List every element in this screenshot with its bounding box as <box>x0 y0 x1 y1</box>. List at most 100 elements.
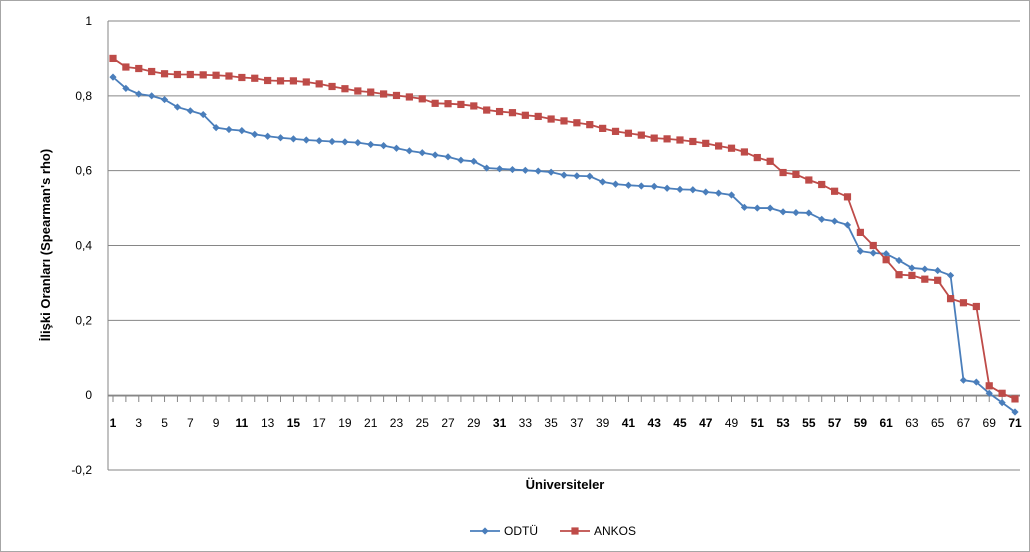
x-tick-label: 45 <box>673 416 687 430</box>
data-point <box>921 265 929 273</box>
data-point <box>934 276 942 284</box>
data-point <box>663 184 671 192</box>
legend-label: ANKOS <box>594 524 636 538</box>
data-point <box>341 85 349 93</box>
data-point <box>676 136 684 144</box>
data-point <box>199 71 207 79</box>
data-point <box>1011 408 1019 416</box>
x-tick-label: 47 <box>699 416 713 430</box>
data-point <box>727 191 736 199</box>
data-point <box>470 102 478 110</box>
data-point <box>869 249 877 257</box>
data-point <box>225 125 233 134</box>
data-point <box>238 127 246 135</box>
y-tick-label: 0,8 <box>75 89 92 103</box>
data-point <box>547 168 555 176</box>
data-point <box>328 82 336 91</box>
data-point <box>586 172 594 180</box>
data-point <box>753 204 761 212</box>
data-point <box>418 95 426 103</box>
data-point <box>766 157 774 165</box>
data-point <box>650 182 658 190</box>
data-point <box>173 70 182 79</box>
x-tick-label: 27 <box>441 416 455 430</box>
data-point <box>264 76 272 85</box>
x-tick-label: 53 <box>776 416 790 430</box>
x-tick-label: 59 <box>854 416 868 430</box>
y-tick-label: 0,4 <box>75 239 92 253</box>
x-tick-label: 29 <box>467 416 481 430</box>
data-point <box>805 176 813 184</box>
x-tick-label: 1 <box>110 416 117 430</box>
data-point <box>779 208 787 216</box>
data-point <box>702 188 710 196</box>
data-point <box>715 189 723 197</box>
legend-label: ODTÜ <box>504 524 538 538</box>
data-point <box>173 103 182 111</box>
data-point <box>521 111 529 119</box>
y-tick-label: 0,6 <box>75 164 92 178</box>
x-tick-label: 37 <box>570 416 584 430</box>
x-tick-label: 57 <box>828 416 842 430</box>
data-point <box>908 264 916 272</box>
legend-item: ANKOS <box>560 524 636 538</box>
x-tick-label: 5 <box>161 416 168 430</box>
data-point <box>560 171 568 179</box>
series-lines <box>109 54 1019 416</box>
data-point <box>740 203 748 211</box>
data-point <box>457 100 465 109</box>
x-tick-label: 17 <box>312 416 326 430</box>
data-point <box>251 130 259 138</box>
data-point <box>972 302 980 311</box>
data-point <box>779 168 787 177</box>
data-point <box>276 77 285 85</box>
data-point <box>521 166 529 174</box>
data-point <box>148 67 156 76</box>
series-ankos <box>109 54 1019 403</box>
x-tick-label: 51 <box>751 416 765 430</box>
data-point <box>431 99 439 107</box>
data-point <box>405 93 413 101</box>
y-tick-label: 0,2 <box>75 313 92 327</box>
data-point <box>367 140 375 149</box>
data-point <box>689 137 697 146</box>
data-point <box>367 88 375 96</box>
data-point <box>611 180 620 188</box>
data-point <box>470 157 478 165</box>
y-tick-labels: -0,2 0 0,2 0,4 0,6 0,8 1 <box>71 14 92 477</box>
x-tick-label: 43 <box>648 416 662 430</box>
x-tick-label: 31 <box>493 416 507 430</box>
data-point <box>972 378 980 386</box>
x-tick-label: 33 <box>519 416 533 430</box>
data-point <box>573 172 581 180</box>
data-point <box>534 167 542 175</box>
x-tick-label: 25 <box>416 416 430 430</box>
data-point <box>624 181 633 189</box>
y-tick-label: 0 <box>85 388 92 402</box>
x-tick-label: 39 <box>596 416 610 430</box>
data-point <box>818 180 826 189</box>
x-tick-label: 55 <box>802 416 816 430</box>
data-point <box>534 112 542 121</box>
data-point <box>637 131 645 139</box>
data-point <box>392 144 401 152</box>
x-tick-label: 3 <box>135 416 142 430</box>
x-tick-labels: 1 3 5 7 9 11 13 15 17 19 21 23 25 27 29 31 33 35 37 39 41 43 4… <box>110 416 1022 430</box>
data-point <box>444 100 452 108</box>
data-point <box>753 153 761 162</box>
data-point <box>264 132 272 140</box>
x-tick-label: 21 <box>364 416 378 430</box>
data-point <box>831 187 839 195</box>
x-tick-label: 19 <box>338 416 352 430</box>
data-point <box>689 186 697 194</box>
data-point <box>186 70 194 79</box>
data-point <box>843 221 852 229</box>
data-point <box>495 107 504 116</box>
data-point <box>289 135 297 143</box>
data-point <box>109 73 117 81</box>
data-point <box>483 164 491 172</box>
data-point <box>135 90 143 98</box>
series-odtu <box>109 73 1019 416</box>
data-point <box>328 137 336 146</box>
